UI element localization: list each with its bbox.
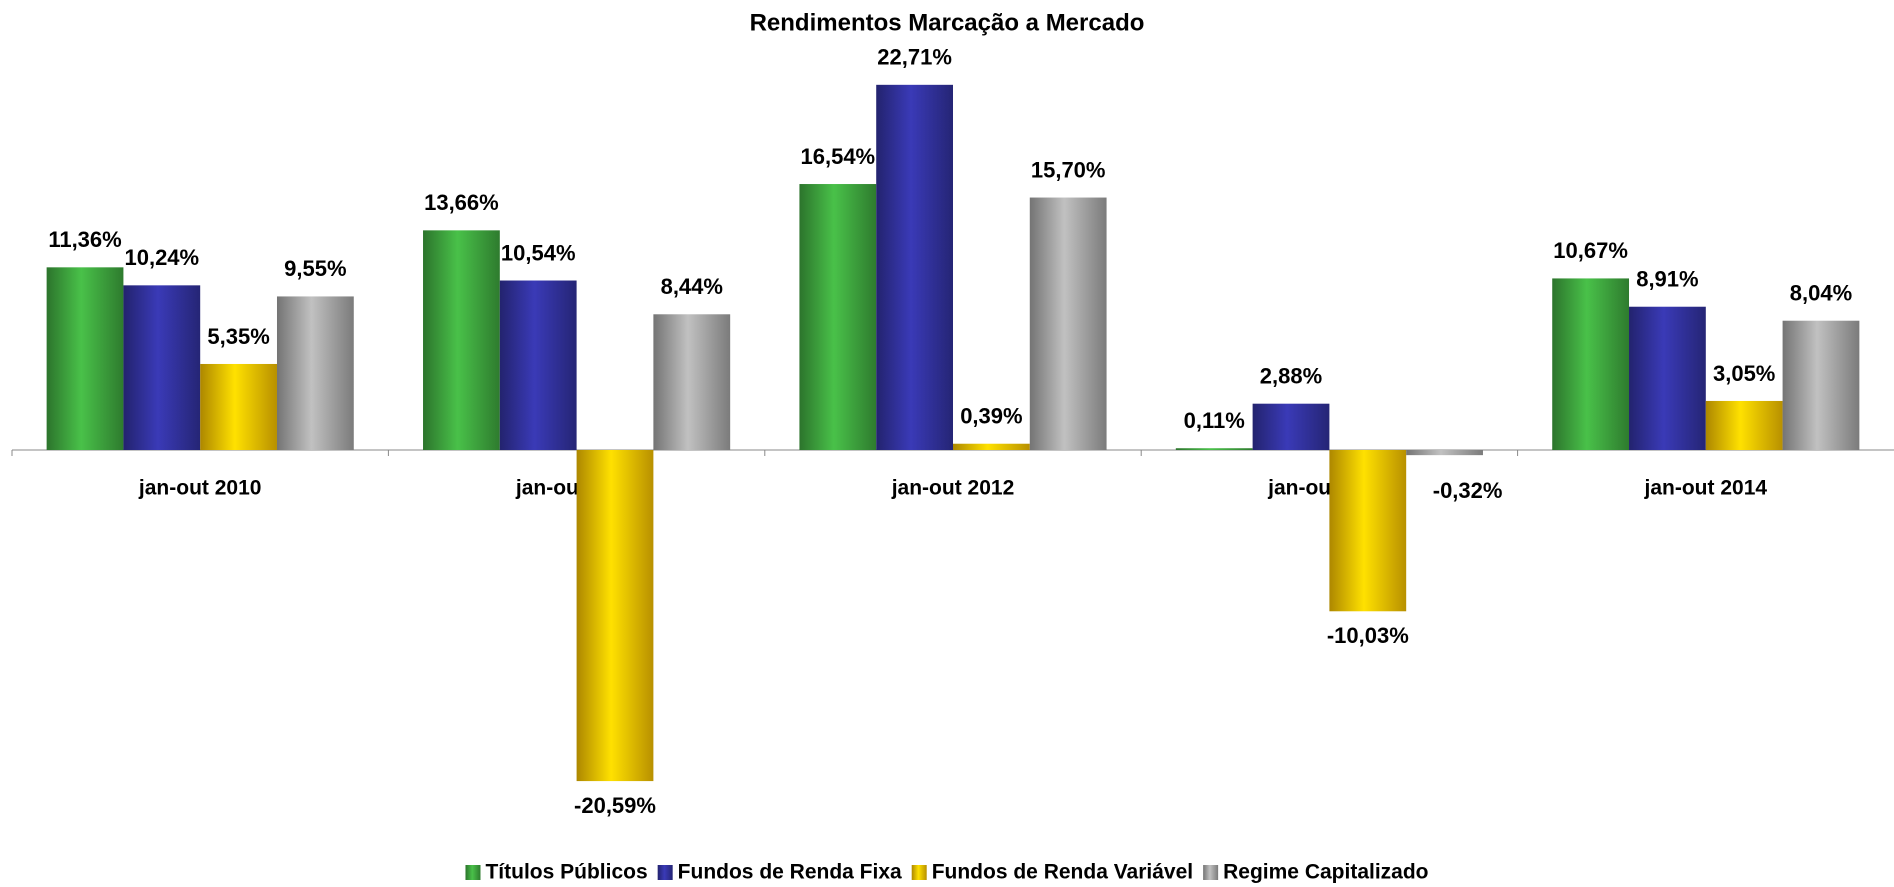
bar <box>576 450 654 782</box>
legend-label: Fundos de Renda Variável <box>932 861 1193 884</box>
data-label: 5,35% <box>207 324 269 349</box>
x-tick-label: jan-out 2014 <box>1644 477 1768 500</box>
legend-swatch <box>465 865 481 880</box>
bar <box>123 285 201 450</box>
bar <box>953 443 1030 450</box>
bar <box>1629 306 1706 450</box>
bar <box>1175 448 1253 450</box>
bar <box>200 363 277 450</box>
x-tick-label: jan-out 2012 <box>891 477 1015 500</box>
bar <box>499 280 577 450</box>
data-label: -20,59% <box>574 793 656 818</box>
legend-label: Fundos de Renda Fixa <box>678 861 902 884</box>
data-label: 10,54% <box>501 240 576 265</box>
data-label: 10,67% <box>1553 238 1628 263</box>
bar <box>46 267 124 450</box>
bar <box>1705 400 1783 450</box>
data-label: 9,55% <box>284 256 346 281</box>
data-label: 0,11% <box>1184 408 1245 433</box>
legend-label: Títulos Públicos <box>485 861 647 884</box>
chart-title: Rendimentos Marcação a Mercado <box>750 9 1145 36</box>
data-label: 8,04% <box>1790 281 1852 306</box>
data-label: 8,91% <box>1636 267 1698 292</box>
bar <box>1552 278 1630 450</box>
data-label: 10,24% <box>124 245 199 270</box>
legend-swatch <box>1203 865 1219 880</box>
bar <box>1406 450 1483 456</box>
bar <box>1329 450 1407 612</box>
legend-swatch <box>657 865 673 880</box>
data-label: 3,05% <box>1713 361 1775 386</box>
x-tick-label: jan-out 2010 <box>138 477 262 500</box>
legend-swatch <box>911 865 927 880</box>
data-label: 16,54% <box>801 144 876 169</box>
data-label: 11,36% <box>48 227 121 252</box>
bar <box>1029 197 1107 450</box>
data-label: 0,39% <box>960 404 1022 429</box>
bar <box>276 296 354 450</box>
legend-label: Regime Capitalizado <box>1223 861 1428 884</box>
bar <box>876 84 953 451</box>
data-label: 15,70% <box>1031 157 1106 182</box>
data-label: 22,71% <box>877 45 952 70</box>
bar <box>799 184 877 450</box>
bar <box>423 230 500 450</box>
data-label: -10,03% <box>1327 623 1409 648</box>
bar <box>653 314 731 450</box>
data-label: 2,88% <box>1260 364 1322 389</box>
data-label: -0,32% <box>1433 478 1503 503</box>
bar <box>1782 320 1860 450</box>
data-label: 13,66% <box>424 190 499 215</box>
data-label: 8,44% <box>661 274 723 299</box>
legend: Títulos Públicos Fundos de Renda Fixa Fund… <box>465 861 1429 884</box>
bar <box>1252 403 1330 450</box>
